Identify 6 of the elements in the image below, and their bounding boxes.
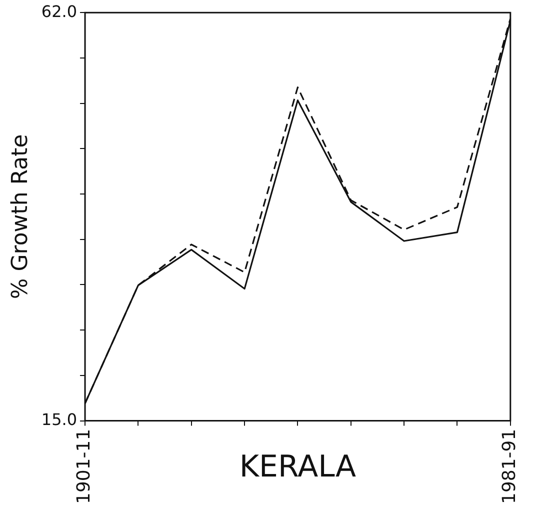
x-tick-label: 1981-91 — [499, 428, 520, 504]
x-axis-title: KERALA — [239, 450, 357, 485]
x-tick-label: 1901-11 — [74, 428, 95, 504]
y-tick-label: 15.0 — [41, 410, 78, 429]
y-tick-label: 62.0 — [41, 2, 78, 21]
y-axis-title: % Growth Rate — [8, 134, 33, 300]
